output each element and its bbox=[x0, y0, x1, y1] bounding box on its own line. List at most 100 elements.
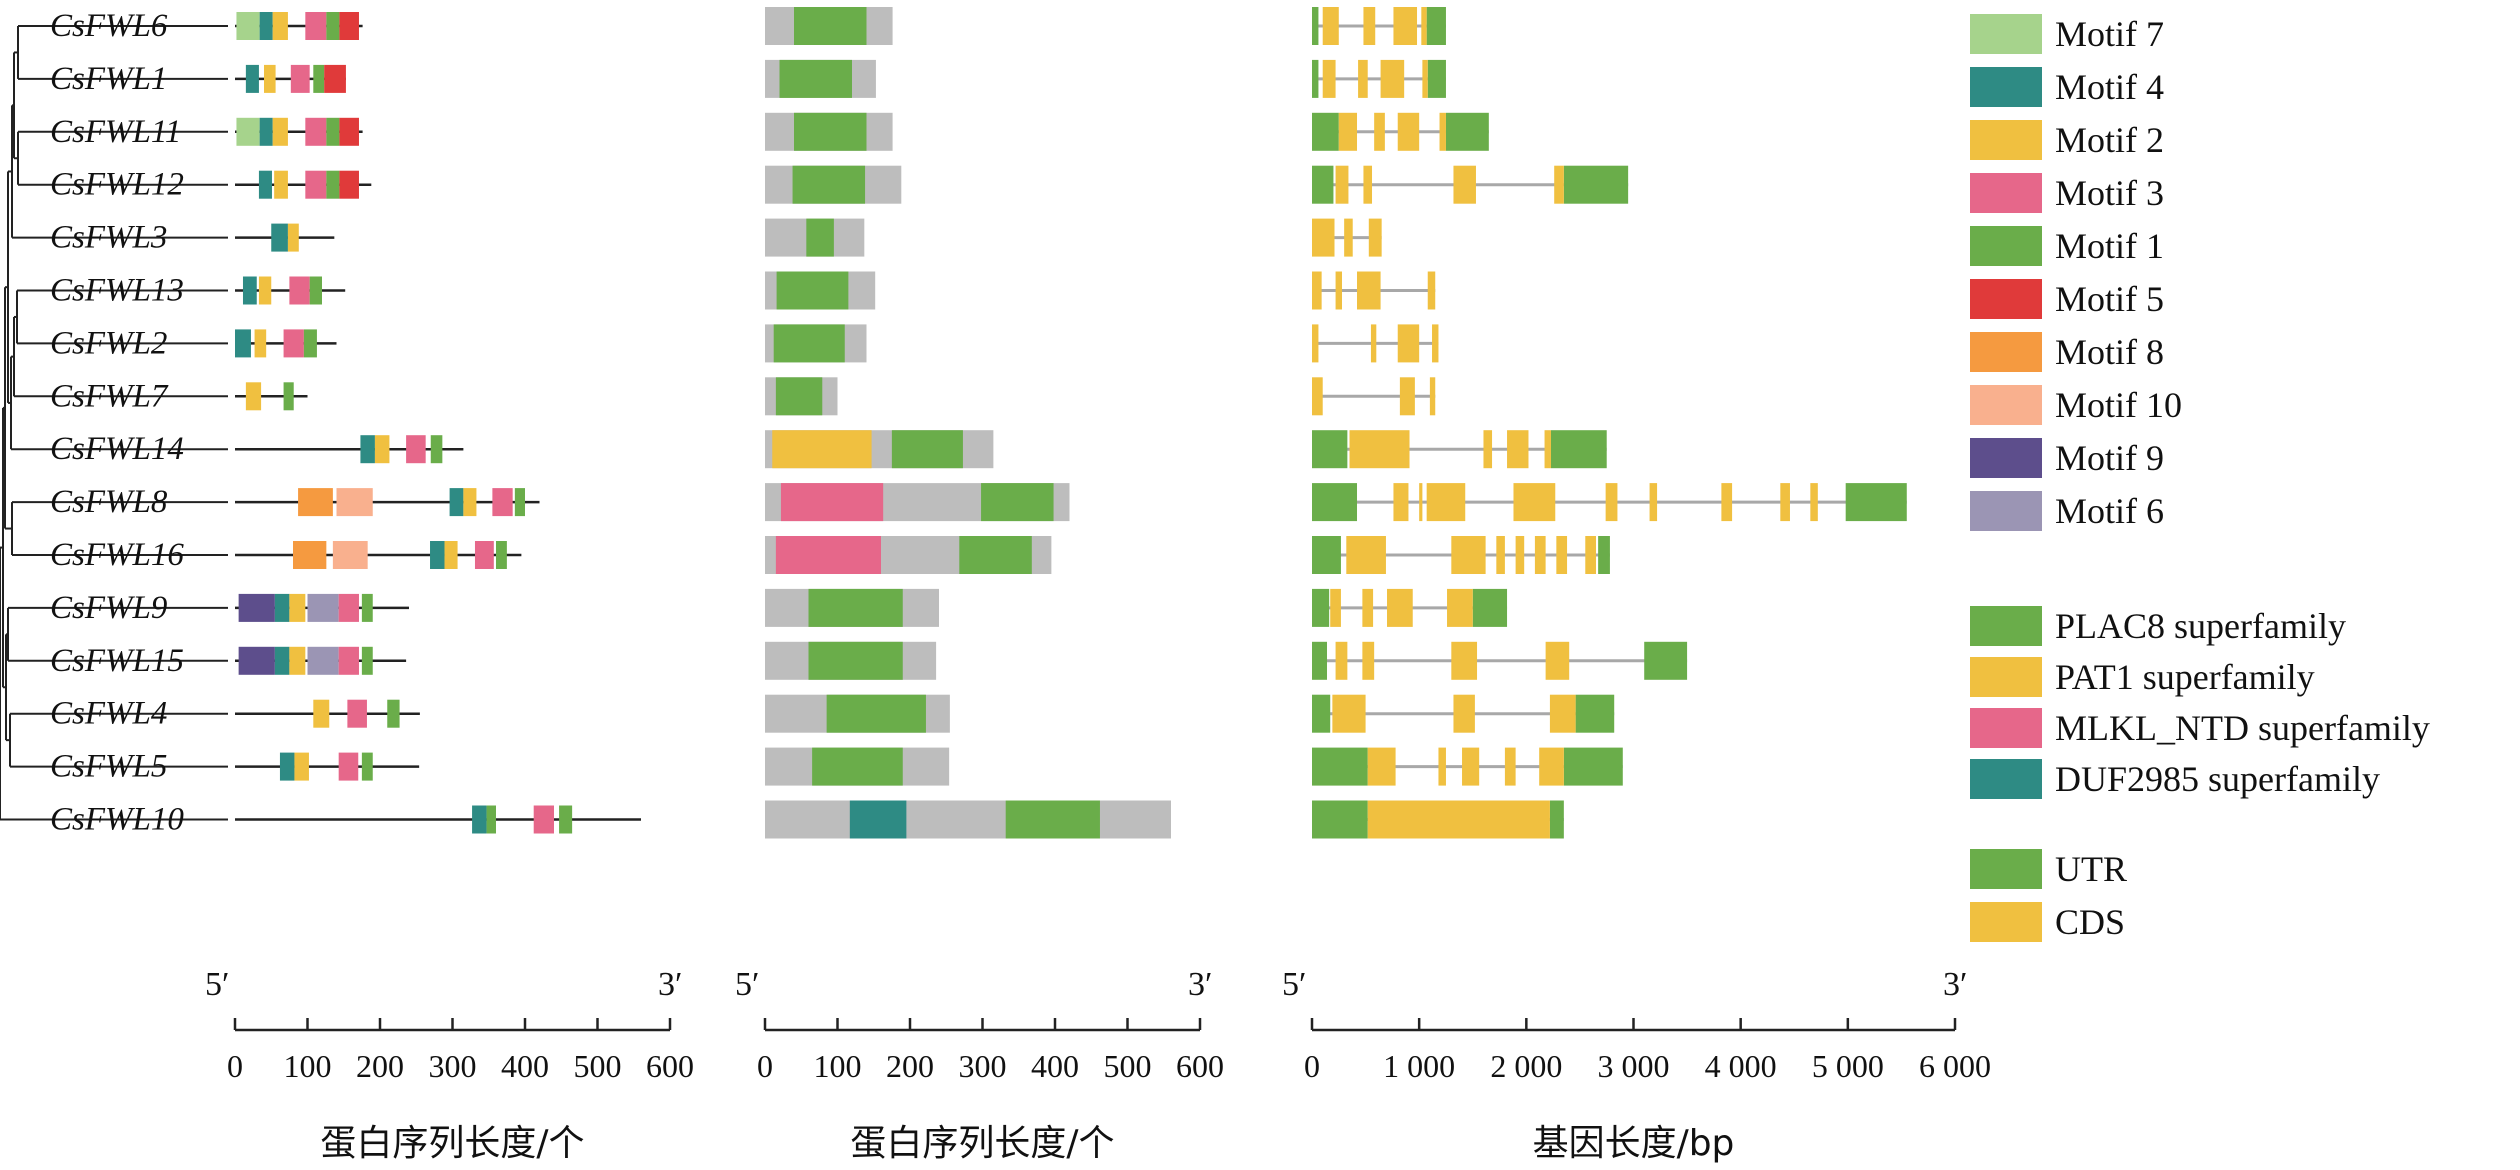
cds-CsFWL12-2 bbox=[1453, 165, 1476, 204]
motif-m2-CsFWL14-1 bbox=[374, 435, 390, 464]
legend-swatch-m6 bbox=[1970, 491, 2042, 531]
motif-panel bbox=[235, 12, 641, 834]
legend-swatch-UTR bbox=[1970, 849, 2042, 889]
axis-3prime-gene: 3′ bbox=[1943, 966, 1967, 1003]
cds-CsFWL6-3 bbox=[1421, 7, 1427, 45]
utr-CsFWL11-0 bbox=[1312, 112, 1339, 151]
motif-m4-CsFWL6-1 bbox=[259, 12, 273, 40]
cds-CsFWL15-3 bbox=[1545, 641, 1570, 680]
motif-m4-CsFWL3-0 bbox=[271, 223, 288, 252]
cds-CsFWL15-1 bbox=[1362, 641, 1375, 680]
motif-m2-CsFWL1-1 bbox=[264, 64, 276, 93]
cds-CsFWL8-7 bbox=[1780, 483, 1790, 522]
protein-bar-CsFWL10 bbox=[765, 800, 1171, 839]
utr-CsFWL4-0 bbox=[1312, 694, 1331, 733]
domain-PLAC8-CsFWL11-0 bbox=[794, 112, 867, 151]
domain-DUF-CsFWL10-0 bbox=[849, 800, 907, 839]
cds-CsFWL8-4 bbox=[1605, 483, 1618, 522]
motif-m3-CsFWL1-2 bbox=[290, 64, 310, 93]
cds-CsFWL3-2 bbox=[1368, 218, 1382, 257]
motif-m2-CsFWL7-0 bbox=[245, 382, 262, 411]
cds-CsFWL6-2 bbox=[1393, 7, 1418, 45]
utr-CsFWL5-0 bbox=[1312, 747, 1368, 786]
cds-CsFWL16-6 bbox=[1585, 536, 1596, 574]
utr-CsFWL6-1 bbox=[1426, 7, 1446, 45]
legend-label-m7: Motif 7 bbox=[2055, 14, 2164, 54]
motif-m3-CsFWL16-4 bbox=[474, 541, 494, 569]
legend-swatch-m8 bbox=[1970, 332, 2042, 372]
cds-CsFWL5-4 bbox=[1539, 747, 1564, 786]
cds-CsFWL12-1 bbox=[1363, 165, 1373, 204]
gene-name-CsFWL14: CsFWL14 bbox=[50, 431, 184, 467]
motif-m10-CsFWL8-1 bbox=[336, 488, 373, 517]
axis-5prime-motif: 5′ bbox=[205, 966, 229, 1003]
axis-xlabel-motif: 蛋白序列长度/个 bbox=[320, 1123, 584, 1164]
motif-m3-CsFWL9-4 bbox=[338, 593, 359, 622]
cds-CsFWL15-2 bbox=[1451, 641, 1478, 680]
motif-m4-CsFWL16-2 bbox=[430, 541, 445, 569]
cds-CsFWL14-2 bbox=[1507, 430, 1529, 469]
motif-m3-CsFWL5-2 bbox=[338, 752, 359, 781]
cds-CsFWL14-3 bbox=[1544, 430, 1551, 469]
legend-label-PLAC8: PLAC8 superfamily bbox=[2055, 606, 2346, 646]
motif-m2-CsFWL15-2 bbox=[289, 646, 306, 675]
cds-CsFWL8-1 bbox=[1419, 483, 1423, 522]
motif-m7-CsFWL11-0 bbox=[236, 117, 260, 146]
motif-m4-CsFWL9-1 bbox=[274, 593, 290, 622]
gene-name-CsFWL2: CsFWL2 bbox=[50, 325, 167, 361]
cds-CsFWL2-1 bbox=[1370, 324, 1377, 363]
motif-m9-CsFWL15-0 bbox=[238, 646, 275, 675]
legend-label-DUF: DUF2985 superfamily bbox=[2055, 759, 2380, 799]
legend-swatch-m3 bbox=[1970, 173, 2042, 213]
gene-name-CsFWL13: CsFWL13 bbox=[50, 273, 184, 309]
cds-CsFWL2-2 bbox=[1397, 324, 1420, 363]
legend-swatch-m7 bbox=[1970, 14, 2042, 54]
motif-m5-CsFWL1-4 bbox=[324, 64, 346, 93]
axis-tick-label-motif-2: 200 bbox=[356, 1048, 404, 1084]
motif-m1-CsFWL11-4 bbox=[326, 117, 340, 146]
cds-CsFWL4-1 bbox=[1453, 694, 1475, 733]
axis-xlabel-domain: 蛋白序列长度/个 bbox=[850, 1123, 1114, 1164]
gene-name-CsFWL7: CsFWL7 bbox=[50, 378, 169, 414]
motif-m2-CsFWL5-1 bbox=[294, 752, 309, 781]
utr-CsFWL1-0 bbox=[1312, 59, 1319, 98]
utr-CsFWL15-1 bbox=[1644, 641, 1688, 680]
cds-CsFWL9-1 bbox=[1362, 588, 1374, 627]
cds-CsFWL5-1 bbox=[1438, 747, 1446, 786]
cds-CsFWL13-1 bbox=[1335, 271, 1343, 310]
legend-label-m1: Motif 1 bbox=[2055, 226, 2164, 266]
axis-5prime-domain: 5′ bbox=[735, 966, 759, 1003]
motif-m2-CsFWL11-2 bbox=[272, 117, 288, 146]
utr-CsFWL6-0 bbox=[1312, 7, 1319, 45]
utr-CsFWL1-1 bbox=[1427, 59, 1446, 98]
axis-tick-label-domain-3: 300 bbox=[959, 1048, 1007, 1084]
gene-name-CsFWL1: CsFWL1 bbox=[50, 61, 167, 97]
utr-CsFWL9-1 bbox=[1472, 588, 1508, 627]
cds-CsFWL1-1 bbox=[1358, 59, 1368, 98]
axis-tick-label-gene-2: 2 000 bbox=[1490, 1048, 1562, 1084]
gene-name-CsFWL5: CsFWL5 bbox=[50, 749, 167, 785]
motif-m1-CsFWL16-5 bbox=[496, 541, 507, 569]
domain-PLAC8-CsFWL13-0 bbox=[776, 271, 849, 310]
motif-m3-CsFWL13-2 bbox=[289, 276, 310, 305]
cds-CsFWL16-4 bbox=[1534, 536, 1546, 574]
cds-CsFWL12-3 bbox=[1554, 165, 1564, 204]
legend-label-m6: Motif 6 bbox=[2055, 491, 2164, 531]
cds-CsFWL8-5 bbox=[1649, 483, 1658, 522]
cds-CsFWL16-5 bbox=[1556, 536, 1568, 574]
cds-CsFWL13-0 bbox=[1312, 271, 1322, 310]
axis-tick-label-gene-3: 3 000 bbox=[1598, 1048, 1670, 1084]
axis-tick-label-gene-6: 6 000 bbox=[1919, 1048, 1991, 1084]
gene-name-CsFWL3: CsFWL3 bbox=[50, 220, 167, 256]
phylogenetic-tree bbox=[0, 25, 228, 821]
gene-name-CsFWL16: CsFWL16 bbox=[50, 537, 184, 573]
gene-name-CsFWL12: CsFWL12 bbox=[50, 167, 184, 203]
cds-CsFWL2-3 bbox=[1432, 324, 1439, 363]
utr-CsFWL14-0 bbox=[1312, 430, 1348, 469]
axis-tick-label-gene-0: 0 bbox=[1304, 1048, 1320, 1084]
motif-m3-CsFWL4-1 bbox=[347, 699, 367, 728]
legend-label-m3: Motif 3 bbox=[2055, 173, 2164, 213]
cds-CsFWL14-1 bbox=[1483, 430, 1493, 469]
cds-CsFWL12-0 bbox=[1335, 165, 1349, 204]
utr-CsFWL9-0 bbox=[1312, 588, 1330, 627]
